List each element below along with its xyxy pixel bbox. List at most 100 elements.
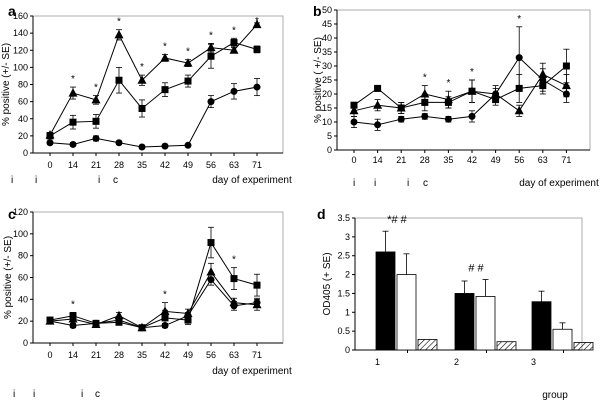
panel-c: 0 20 40 60 80 100 120 0 14 21 28 35 42 49 56 63 71 * * * c % … [3, 206, 292, 400]
x-tick-label: 21 [91, 160, 101, 170]
data-point-square [207, 52, 215, 60]
series-circle [46, 273, 261, 332]
timeline-annotation: i [11, 175, 13, 186]
significance-star: * [71, 74, 75, 85]
panel-d: 0 0.5 1 1.5 2 2.5 3 3.5 1 *# # 2 # # 3 d OD405 (+ SE) g… [317, 206, 594, 401]
y-tick-label: 20 [322, 89, 332, 99]
bar-black [454, 293, 475, 351]
data-point-circle [374, 121, 382, 129]
timeline-annotation: i [33, 389, 35, 400]
x-tick-label: 42 [160, 160, 170, 170]
data-point-circle [468, 112, 476, 120]
data-point-square [46, 132, 54, 140]
y-tick-label: 15 [322, 103, 332, 113]
x-tick-label: 49 [183, 160, 193, 170]
bar-hatched [573, 342, 594, 351]
y-tick-label: 0 [23, 148, 28, 158]
x-axis-label: day of experiment [212, 366, 292, 377]
bar-white [396, 274, 417, 351]
y-tick-label: 80 [18, 80, 28, 90]
data-point-triangle [206, 267, 216, 276]
data-point-circle [46, 139, 54, 147]
data-point-triangle [91, 94, 101, 104]
series-circle [350, 26, 570, 131]
y-tick-label: 0 [23, 338, 28, 348]
y-tick-label: 35 [322, 47, 332, 57]
data-point-square [138, 104, 146, 112]
series-line-triangle [353, 73, 567, 112]
x-tick-label: 63 [229, 160, 239, 170]
x-tick-label: 0 [47, 160, 52, 170]
y-tick-label: 3.5 [337, 213, 350, 223]
y-tick-label: 0.5 [337, 326, 350, 336]
data-point-circle [539, 76, 547, 84]
significance-annotation: *# # [387, 214, 407, 226]
timeline-annotation: i [374, 178, 376, 189]
series-triangle [45, 262, 262, 332]
data-point-circle [515, 54, 523, 62]
y-axis-label: % positive (+/- SE) [3, 236, 14, 319]
data-point-triangle [252, 19, 262, 29]
data-point-square [230, 39, 238, 47]
data-point-square [374, 84, 382, 92]
x-tick-label: 2 [454, 357, 459, 367]
series-line-square [49, 42, 258, 137]
data-point-circle [161, 142, 169, 150]
data-point-circle [397, 115, 405, 123]
bar-black [531, 301, 552, 351]
timeline-annotation: c [95, 389, 100, 400]
x-tick-label: 0 [47, 350, 52, 360]
y-tick-label: 40 [322, 33, 332, 43]
x-tick-label: 71 [561, 155, 571, 165]
y-tick-label: 40 [18, 294, 28, 304]
series-square [350, 48, 570, 114]
data-point-triangle [467, 86, 477, 95]
data-point-triangle [514, 105, 524, 115]
y-tick-label: 10 [322, 117, 332, 127]
x-axis-label: day of experiment [212, 175, 292, 186]
x-tick-label: 35 [137, 350, 147, 360]
data-point-triangle [137, 75, 147, 84]
x-tick-label: 14 [68, 160, 78, 170]
significance-star: * [446, 78, 450, 89]
y-tick-label: 20 [18, 316, 28, 326]
significance-star: * [423, 73, 427, 84]
significance-star: * [163, 290, 167, 301]
significance-star: * [232, 255, 236, 266]
y-tick-label: 1 [345, 307, 350, 317]
x-tick-label: 56 [206, 350, 216, 360]
significance-star: * [232, 25, 236, 36]
data-point-circle [492, 90, 500, 98]
data-point-square [253, 45, 261, 53]
significance-star: * [470, 67, 474, 78]
series-square [46, 226, 261, 332]
timeline-annotation: c [423, 178, 428, 189]
data-point-circle [253, 299, 261, 307]
series-square [46, 37, 261, 140]
plot-frame [336, 9, 591, 151]
timeline-annotation: i [13, 389, 15, 400]
data-point-triangle [561, 80, 571, 90]
data-point-circle [69, 140, 77, 148]
data-point-circle [115, 316, 123, 324]
significance-star: * [186, 47, 190, 58]
significance-star: * [517, 14, 521, 25]
x-tick-label: 14 [373, 155, 383, 165]
data-point-triangle [183, 58, 193, 67]
y-tick-label: 140 [13, 28, 28, 38]
panel-a: 0 20 40 60 80 100 120 140 160 0 14 21 28 35 42 49 56 63 71… [1, 3, 292, 186]
data-point-circle [350, 118, 358, 126]
series-line-circle [49, 278, 258, 329]
x-tick-label: 21 [396, 155, 406, 165]
data-point-circle [230, 302, 238, 310]
data-point-circle [207, 276, 215, 284]
series-triangle [45, 19, 262, 139]
series-line-circle [353, 56, 567, 126]
y-tick-label: 80 [18, 251, 28, 261]
y-tick-label: 40 [18, 114, 28, 124]
y-tick-label: 0 [345, 345, 350, 355]
panel-b: 0 5 10 15 20 25 30 35 40 45 50 0 14 21 28 35 42 49 56 63 71 *… [313, 3, 599, 189]
x-tick-label: 28 [420, 155, 430, 165]
data-point-triangle [160, 306, 170, 315]
x-tick-label: 42 [467, 155, 477, 165]
